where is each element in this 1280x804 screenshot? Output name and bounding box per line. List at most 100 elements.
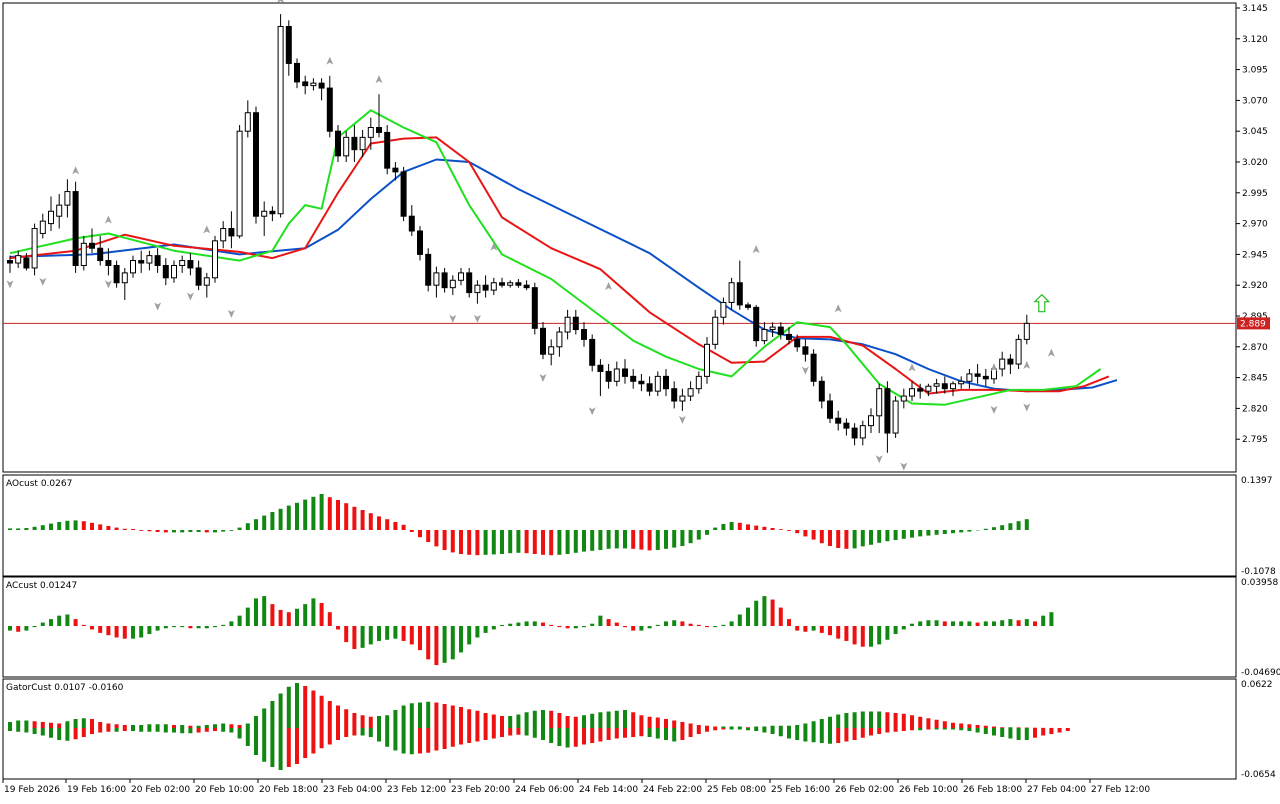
time-tick-label: 23 Feb 12:00 bbox=[387, 785, 446, 795]
candle-bullish bbox=[261, 210, 268, 217]
fractal-up-icon bbox=[990, 363, 998, 372]
gator-panel[interactable]: GatorCust 0.0107 -0.0160 0.0622 -0.0654 bbox=[2, 678, 1276, 780]
fractal-down-icon bbox=[39, 277, 47, 286]
candle-bullish bbox=[712, 316, 719, 345]
time-tick-label: 26 Feb 10:00 bbox=[899, 785, 958, 795]
time-tick-label: 26 Feb 18:00 bbox=[963, 785, 1022, 795]
fractal-down-icon bbox=[801, 366, 809, 375]
price-tick-label: 2.845 bbox=[1242, 374, 1268, 384]
candle-bullish bbox=[761, 329, 768, 342]
candle-bearish bbox=[105, 260, 112, 266]
candle-bullish bbox=[359, 136, 366, 151]
candle-bearish bbox=[663, 375, 669, 390]
price-tick-label: 3.095 bbox=[1242, 66, 1268, 76]
candle-bearish bbox=[195, 267, 202, 286]
candle-bullish bbox=[548, 346, 555, 355]
time-tick-label: 25 Feb 08:00 bbox=[707, 785, 766, 795]
candle-bearish bbox=[827, 400, 833, 419]
current-price-label: 2.889 bbox=[1240, 319, 1266, 329]
candle-bullish bbox=[1023, 322, 1030, 340]
candle-bearish bbox=[499, 282, 505, 286]
fractal-up-icon bbox=[908, 363, 916, 372]
candle-bearish bbox=[581, 329, 587, 340]
price-panel[interactable]: 3.145 3.120 3.095 3.070 3.045 3.020 2.995 2.970… bbox=[2, 0, 1270, 473]
candle-bearish bbox=[982, 375, 989, 380]
fractal-down-icon bbox=[1023, 403, 1031, 412]
ac-panel[interactable]: ACcust 0.01247 0.03958 -0.04690 bbox=[2, 576, 1280, 678]
candle-bullish bbox=[367, 127, 374, 138]
price-tick-label: 3.145 bbox=[1242, 4, 1268, 14]
candle-bullish bbox=[212, 240, 218, 279]
candle-bearish bbox=[818, 380, 825, 402]
candle-bearish bbox=[786, 333, 792, 340]
candle-bearish bbox=[97, 247, 104, 262]
fractal-down-icon bbox=[678, 415, 686, 424]
alligator-lips-line bbox=[9, 109, 1102, 406]
candle-bullish bbox=[728, 282, 735, 303]
time-tick-label: 19 Feb 16:00 bbox=[67, 785, 126, 795]
candle-bearish bbox=[630, 375, 637, 382]
candle-bullish bbox=[950, 383, 956, 390]
candle-bullish bbox=[433, 272, 440, 286]
candle-bearish bbox=[515, 282, 522, 286]
fractal-up-icon bbox=[277, 0, 285, 3]
time-tick-label: 24 Feb 14:00 bbox=[579, 785, 638, 795]
price-tick-label: 2.995 bbox=[1242, 189, 1268, 199]
candle-bullish bbox=[277, 25, 284, 215]
candle-bearish bbox=[523, 284, 530, 289]
candle-bearish bbox=[736, 282, 743, 306]
fractal-up-icon bbox=[1023, 360, 1031, 369]
candle-bullish bbox=[654, 375, 661, 392]
fractal-up-icon bbox=[203, 225, 211, 234]
price-tick-label: 2.895 bbox=[1242, 312, 1268, 322]
fractal-down-icon bbox=[6, 280, 14, 289]
price-tick-label: 2.970 bbox=[1242, 220, 1268, 230]
candle-bullish bbox=[490, 282, 497, 291]
candle-bearish bbox=[294, 62, 300, 83]
candle-bearish bbox=[269, 210, 276, 215]
fractal-down-icon bbox=[539, 373, 547, 382]
price-tick-label: 3.020 bbox=[1242, 158, 1268, 168]
candle-bullish bbox=[613, 368, 620, 382]
candle-bullish bbox=[64, 191, 71, 206]
gator-min-label: -0.0654 bbox=[1241, 770, 1276, 780]
fractal-up-icon bbox=[1047, 348, 1055, 357]
candle-bullish bbox=[868, 415, 874, 427]
candle-bearish bbox=[810, 353, 817, 382]
candle-bearish bbox=[835, 417, 842, 424]
candle-bullish bbox=[507, 282, 514, 286]
ao-panel[interactable]: AOcust 0.0267 0.1397 -0.1078 bbox=[2, 474, 1276, 577]
candle-bullish bbox=[146, 255, 153, 264]
fractal-up-icon bbox=[375, 75, 383, 84]
candle-bearish bbox=[1007, 358, 1014, 365]
candle-bullish bbox=[203, 277, 210, 286]
alligator-jaw-line bbox=[9, 158, 1118, 393]
time-tick-label: 19 Feb 2026 bbox=[4, 785, 60, 795]
price-tick-label: 2.870 bbox=[1242, 343, 1268, 353]
candle-bearish bbox=[187, 260, 194, 269]
candle-bullish bbox=[31, 228, 38, 269]
fractal-down-icon bbox=[875, 455, 883, 464]
time-tick-label: 20 Feb 02:00 bbox=[131, 785, 190, 795]
price-tick-label: 3.120 bbox=[1242, 35, 1268, 45]
time-tick-label: 27 Feb 12:00 bbox=[1091, 785, 1150, 795]
fractal-down-icon bbox=[154, 302, 162, 311]
candle-bearish bbox=[425, 253, 432, 286]
candle-bearish bbox=[228, 228, 235, 237]
candle-bullish bbox=[991, 368, 997, 380]
candle-bullish bbox=[687, 388, 694, 397]
buy-arrow-icon bbox=[1033, 293, 1051, 313]
time-tick-label: 20 Feb 10:00 bbox=[195, 785, 254, 795]
candle-bullish bbox=[925, 385, 932, 392]
candle-bearish bbox=[671, 388, 678, 402]
candle-bullish bbox=[999, 358, 1006, 370]
candle-bearish bbox=[392, 167, 399, 173]
time-tick-label: 27 Feb 04:00 bbox=[1027, 785, 1086, 795]
fractal-down-icon bbox=[449, 314, 457, 323]
candle-bearish bbox=[384, 131, 391, 169]
candle-bullish bbox=[564, 316, 571, 333]
candle-bullish bbox=[892, 400, 899, 434]
candle-bullish bbox=[958, 380, 965, 385]
